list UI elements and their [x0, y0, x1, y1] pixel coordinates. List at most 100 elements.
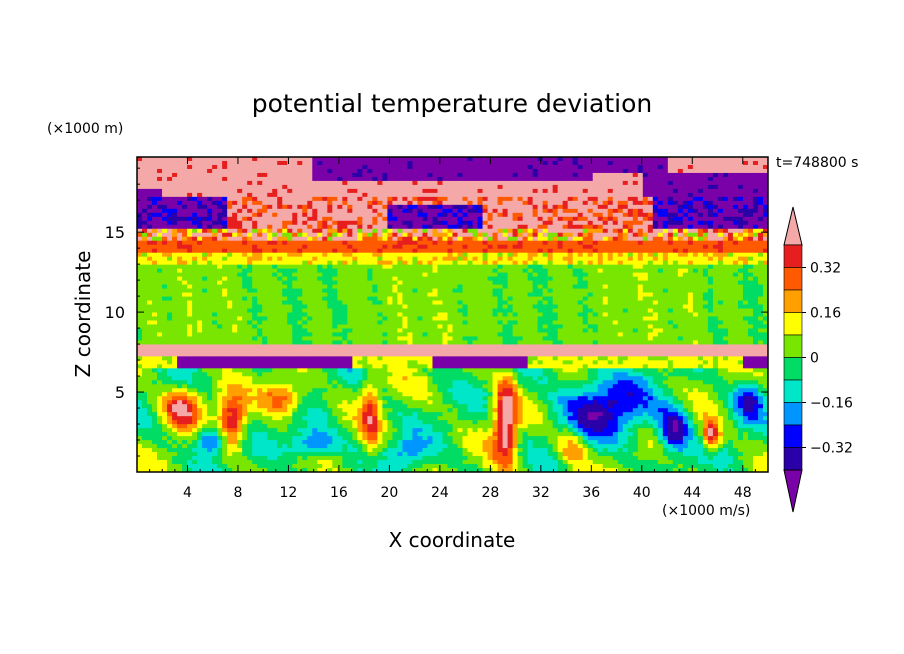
contour-cell [227, 284, 233, 289]
contour-cell [257, 164, 263, 170]
contour-cell [622, 300, 629, 305]
contour-cell [157, 172, 163, 178]
contour-cell [297, 204, 303, 210]
contour-cell [537, 196, 544, 202]
contour-cell [707, 157, 714, 162]
contour-cell [347, 208, 353, 214]
contour-cell [652, 232, 659, 238]
contour-cell [362, 256, 368, 262]
contour-cell [467, 192, 473, 198]
contour-cell [372, 276, 378, 282]
contour-cell [292, 240, 298, 246]
contour-cell [627, 300, 634, 305]
contour-cell [232, 256, 238, 262]
contour-cell [672, 280, 679, 285]
contour-cell [587, 288, 594, 293]
contour-cell [147, 184, 153, 190]
contour-cell [217, 216, 223, 222]
contour-cell [657, 308, 664, 313]
contour-cell [582, 272, 589, 278]
contour-cell [642, 248, 649, 254]
contour-cell [382, 164, 388, 170]
contour-cell [627, 276, 634, 282]
contour-cell [537, 248, 544, 254]
contour-cell [452, 184, 458, 190]
contour-cell [422, 288, 428, 293]
contour-cell [517, 164, 524, 170]
contour-cell [347, 296, 353, 301]
contour-cell [302, 244, 308, 250]
contour-cell [737, 212, 744, 218]
contour-cell [242, 304, 248, 309]
contour-cell [392, 276, 398, 282]
contour-cell [352, 240, 358, 246]
contour-cell [667, 180, 674, 186]
contour-cell [592, 260, 599, 266]
contour-cell [327, 212, 333, 218]
contour-cell [417, 256, 423, 262]
contour-cell [242, 176, 248, 182]
contour-cell [617, 180, 624, 186]
contour-cell [192, 304, 198, 309]
contour-cell [237, 304, 243, 309]
contour-cell [502, 228, 508, 234]
contour-cell [222, 252, 228, 258]
contour-cell [742, 264, 749, 270]
contour-cell [757, 296, 764, 301]
contour-cell [247, 160, 253, 166]
contour-cell [462, 180, 468, 186]
contour-cell [392, 176, 398, 182]
contour-cell [512, 300, 519, 305]
contour-cell [632, 220, 639, 226]
contour-cell [142, 276, 148, 282]
contour-cell [312, 248, 318, 254]
contour-cell [547, 276, 554, 282]
contour-cell [607, 164, 614, 170]
contour-cell [387, 260, 393, 266]
contour-cell [667, 196, 674, 202]
contour-cell [397, 240, 403, 246]
contour-cell [372, 300, 378, 305]
contour-cell [357, 268, 363, 274]
contour-cell [292, 228, 298, 234]
contour-cell [252, 252, 258, 258]
contour-cell [397, 264, 403, 270]
contour-cell [692, 180, 699, 186]
contour-cell [422, 300, 428, 305]
contour-cell [537, 164, 544, 170]
contour-cell [627, 216, 634, 222]
contour-cell [192, 232, 198, 238]
contour-cell [217, 264, 223, 270]
contour-cell [732, 220, 739, 226]
contour-cell [582, 160, 589, 166]
contour-cell [762, 180, 768, 186]
contour-cell [597, 157, 604, 162]
contour-cell [597, 300, 604, 305]
contour-cell [607, 288, 614, 293]
contour-cell [217, 300, 223, 305]
contour-cell [387, 196, 393, 202]
contour-cell [512, 164, 519, 170]
contour-cell [372, 212, 378, 218]
contour-cell [647, 244, 654, 250]
contour-cell [237, 228, 243, 234]
contour-cell [562, 157, 569, 162]
contour-cell [647, 212, 654, 218]
contour-cell [337, 204, 343, 210]
contour-cell [392, 204, 398, 210]
contour-cell [302, 268, 308, 274]
contour-cell [277, 164, 283, 170]
contour-cell [142, 220, 148, 226]
contour-cell [167, 232, 173, 238]
contour-cell [567, 232, 574, 238]
contour-cell [547, 200, 554, 206]
contour-cell [397, 312, 403, 317]
contour-cell [207, 180, 213, 186]
contour-cell [637, 180, 644, 186]
contour-cell [382, 204, 388, 210]
contour-cell [682, 288, 689, 293]
contour-cell [642, 300, 649, 305]
contour-cell [252, 172, 258, 178]
contour-cell [657, 224, 664, 230]
contour-cell [697, 212, 704, 218]
